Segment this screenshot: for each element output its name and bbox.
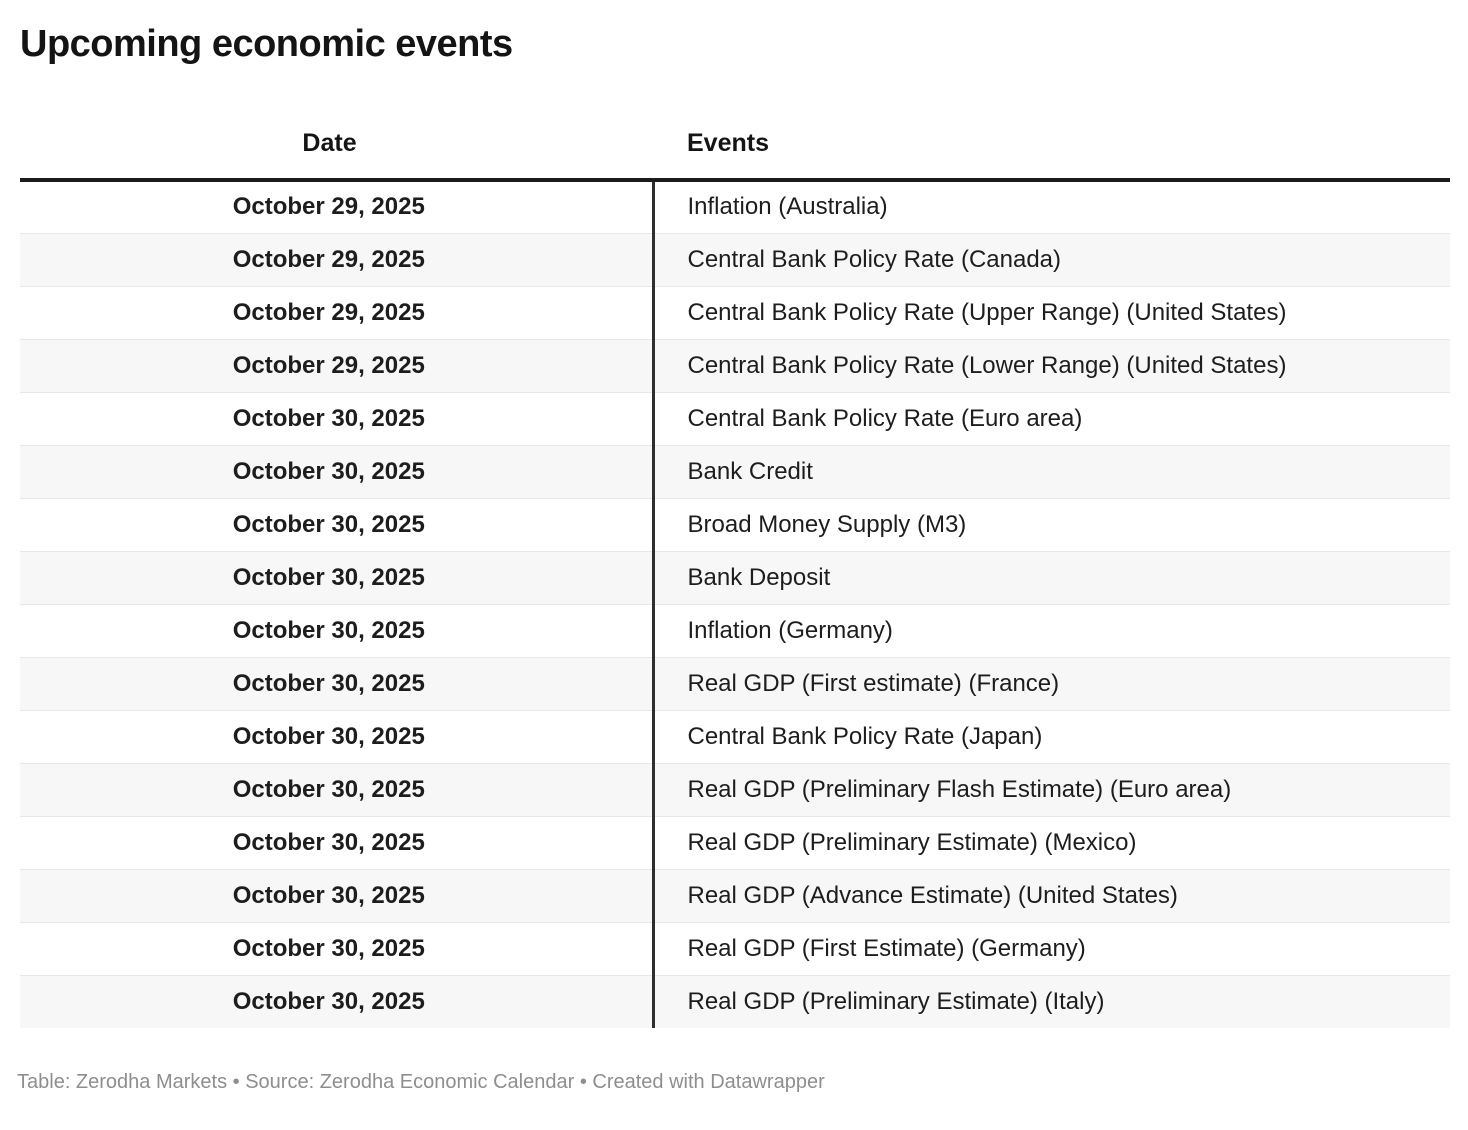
table-row: October 29, 2025 Central Bank Policy Rate… [20,286,1450,339]
table-row: October 30, 2025 Real GDP (Preliminary Es… [20,975,1450,1028]
table-row: October 30, 2025 Real GDP (Advance Estima… [20,869,1450,922]
date-cell: October 30, 2025 [232,722,425,750]
date-cell: October 30, 2025 [232,457,425,485]
event-cell: Real GDP (Preliminary Estimate) (Italy) [651,975,1450,1028]
event-cell: Inflation (Australia) [651,180,1450,233]
event-cell: Central Bank Policy Rate (Euro area) [651,392,1450,445]
event-cell: Bank Credit [651,445,1450,498]
table-row: October 30, 2025 Bank Deposit [20,551,1450,604]
table-row: October 30, 2025 Real GDP (First estimate… [20,657,1450,710]
table-row: October 29, 2025 Central Bank Policy Rate… [20,339,1450,392]
date-cell: October 29, 2025 [232,193,425,221]
event-cell: Central Bank Policy Rate (Japan) [651,710,1450,763]
event-cell: Real GDP (First estimate) (France) [651,657,1450,710]
event-cell: Real GDP (Advance Estimate) (United Stat… [651,869,1450,922]
event-cell: Inflation (Germany) [651,604,1450,657]
date-cell: October 29, 2025 [232,245,425,273]
table-row: October 30, 2025 Broad Money Supply (M3) [20,498,1450,551]
table-row: October 30, 2025 Central Bank Policy Rate… [20,710,1450,763]
event-cell: Bank Deposit [651,551,1450,604]
date-cell: October 30, 2025 [232,987,425,1015]
table-row: October 30, 2025 Real GDP (First Estimate… [20,922,1450,975]
economic-events-table: Date Events October 29, 2025 Inflation (A… [20,129,1450,1028]
event-cell: Real GDP (First Estimate) (Germany) [651,922,1450,975]
event-cell: Real GDP (Preliminary Flash Estimate) (E… [651,763,1450,816]
table-row: October 30, 2025 Real GDP (Preliminary Fl… [20,763,1450,816]
column-header-date: Date [302,129,357,157]
table-row: October 30, 2025 Central Bank Policy Rate… [20,392,1450,445]
date-cell: October 30, 2025 [232,881,425,909]
attribution-footer: Table: Zerodha Markets • Source: Zerodha… [17,1071,825,1093]
table-row: October 30, 2025 Bank Credit [20,445,1450,498]
date-cell: October 30, 2025 [232,616,425,644]
event-cell: Central Bank Policy Rate (Upper Range) (… [651,286,1450,339]
page-title: Upcoming economic events [20,23,513,65]
date-cell: October 30, 2025 [232,828,425,856]
date-cell: October 30, 2025 [232,669,425,697]
date-cell: October 30, 2025 [232,510,425,538]
date-cell: October 29, 2025 [232,351,425,379]
date-cell: October 29, 2025 [232,298,425,326]
page: Upcoming economic events Date Events Oct… [17,23,1450,1093]
date-cell: October 30, 2025 [232,934,425,962]
event-cell: Real GDP (Preliminary Estimate) (Mexico) [651,816,1450,869]
table-header: Date Events [20,129,1450,180]
column-header-events: Events [687,129,769,157]
table-row: October 29, 2025 Central Bank Policy Rate… [20,233,1450,286]
date-cell: October 30, 2025 [232,775,425,803]
table-row: October 30, 2025 Inflation (Germany) [20,604,1450,657]
table-header-row: Date Events [20,129,1450,180]
date-cell: October 30, 2025 [232,404,425,432]
table-row: October 30, 2025 Real GDP (Preliminary Es… [20,816,1450,869]
date-cell: October 30, 2025 [232,563,425,591]
table-row: October 29, 2025 Inflation (Australia) [20,180,1450,233]
event-cell: Central Bank Policy Rate (Canada) [651,233,1450,286]
event-cell: Central Bank Policy Rate (Lower Range) (… [651,339,1450,392]
table-body: October 29, 2025 Inflation (Australia) Oct… [20,180,1450,1028]
event-cell: Broad Money Supply (M3) [651,498,1450,551]
